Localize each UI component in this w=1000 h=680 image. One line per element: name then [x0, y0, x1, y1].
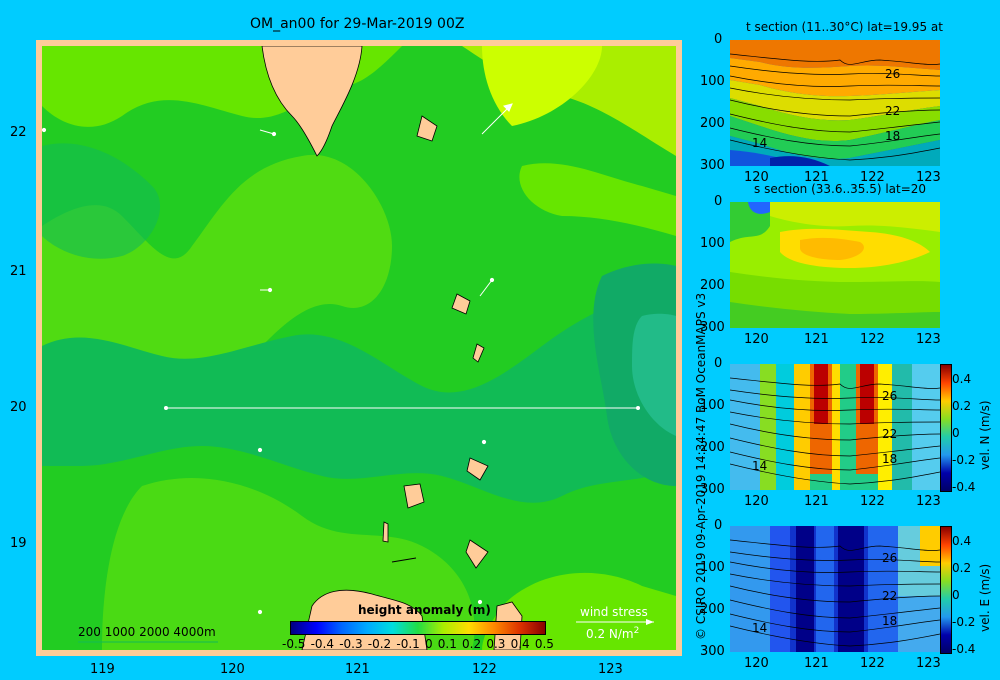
lon-tick: 121 — [804, 494, 829, 509]
t-contour-26: 26 — [885, 67, 901, 81]
vel-tick: 0.2 — [952, 399, 972, 413]
lon-tick-121: 121 — [345, 662, 370, 677]
lon-tick: 123 — [916, 494, 941, 509]
height-anomaly-map[interactable] — [42, 46, 676, 650]
depth-tick: 0 — [714, 356, 723, 371]
depth-tick: 0 — [714, 518, 723, 533]
depth-tick: 0 — [714, 194, 723, 209]
depth-tick: 100 — [700, 560, 725, 575]
height-anomaly-colorbar — [290, 621, 546, 635]
vel-tick: -0.2 — [952, 453, 976, 467]
depth-tick: 100 — [700, 398, 725, 413]
t-section-title: t section (11..30°C) lat=19.95 at — [746, 20, 943, 34]
vel-tick: 0 — [952, 588, 960, 602]
lat-tick-21: 21 — [10, 264, 27, 279]
e-contour-18: 18 — [882, 614, 898, 628]
vel-tick: 0 — [952, 426, 960, 440]
lat-tick-20: 20 — [10, 400, 27, 415]
lon-tick: 120 — [744, 494, 769, 509]
lon-tick: 120 — [744, 656, 769, 671]
n-contour-18: 18 — [882, 452, 898, 466]
vel-n-section-plot[interactable] — [730, 364, 940, 490]
depth-tick: 200 — [700, 440, 725, 455]
s-section-title: s section (33.6..35.5) lat=20 — [754, 182, 927, 196]
depth-tick: 200 — [700, 278, 725, 293]
colorbar-title: height anomaly (m) — [358, 603, 491, 617]
depth-tick: 200 — [700, 602, 725, 617]
main-map-title: OM_an00 for 29-Mar-2019 00Z — [250, 16, 465, 32]
lon-tick: 122 — [860, 332, 885, 347]
vel-e-label: vel. E (m/s) — [978, 563, 992, 632]
colorbar-tick-labels: -0.5 -0.4 -0.3 -0.2 -0.1 0 0.1 0.2 0.3 0… — [282, 637, 554, 651]
t-contour-14: 14 — [752, 136, 768, 150]
t-contour-18: 18 — [885, 129, 901, 143]
vel-tick: -0.4 — [952, 480, 976, 494]
vel-tick: -0.4 — [952, 642, 976, 656]
vel-tick: -0.2 — [952, 615, 976, 629]
e-contour-26: 26 — [882, 551, 898, 565]
depth-contour-legend: 200 1000 2000 4000m — [78, 625, 216, 639]
vel-e-colorbar — [940, 526, 952, 654]
credit-text: © CSIRO 2019 09-Apr-2019 14:34:47 BoM Oc… — [694, 292, 708, 640]
n-contour-22: 22 — [882, 427, 898, 441]
lon-tick-122: 122 — [472, 662, 497, 677]
lat-tick-22: 22 — [10, 125, 27, 140]
depth-tick: 100 — [700, 236, 725, 251]
lon-tick: 121 — [804, 170, 829, 185]
lon-tick: 120 — [744, 170, 769, 185]
wind-stress-scale: 0.2 N/m2 — [586, 626, 640, 641]
vel-n-colorbar — [940, 364, 952, 492]
vel-tick: 0.4 — [952, 534, 972, 548]
lon-tick-123: 123 — [598, 662, 623, 677]
n-contour-26: 26 — [882, 389, 898, 403]
lon-tick: 120 — [744, 332, 769, 347]
wind-stress-arrow — [576, 619, 654, 625]
vel-tick: 0.2 — [952, 561, 972, 575]
lon-tick: 122 — [860, 170, 885, 185]
lon-tick: 122 — [860, 494, 885, 509]
lon-tick: 123 — [916, 332, 941, 347]
vel-n-label: vel. N (m/s) — [978, 400, 992, 470]
t-contour-22: 22 — [885, 104, 901, 118]
lat-tick-19: 19 — [10, 536, 27, 551]
depth-tick: 300 — [700, 644, 725, 659]
wind-stress-label: wind stress — [580, 605, 648, 619]
n-contour-14: 14 — [752, 459, 768, 473]
t-section-plot[interactable] — [730, 40, 940, 166]
lon-tick-120: 120 — [220, 662, 245, 677]
depth-tick: 0 — [714, 32, 723, 47]
vel-e-section-plot[interactable] — [730, 526, 940, 652]
lon-tick: 121 — [804, 656, 829, 671]
depth-tick: 100 — [700, 74, 725, 89]
vel-tick: 0.4 — [952, 372, 972, 386]
depth-tick: 300 — [700, 320, 725, 335]
lon-tick-119: 119 — [90, 662, 115, 677]
lon-tick: 123 — [916, 656, 941, 671]
lon-tick: 123 — [916, 170, 941, 185]
e-contour-14: 14 — [752, 621, 768, 635]
depth-tick: 300 — [700, 158, 725, 173]
s-section-plot[interactable] — [730, 202, 940, 328]
e-contour-22: 22 — [882, 589, 898, 603]
lon-tick: 121 — [804, 332, 829, 347]
depth-tick: 300 — [700, 482, 725, 497]
depth-tick: 200 — [700, 116, 725, 131]
lon-tick: 122 — [860, 656, 885, 671]
